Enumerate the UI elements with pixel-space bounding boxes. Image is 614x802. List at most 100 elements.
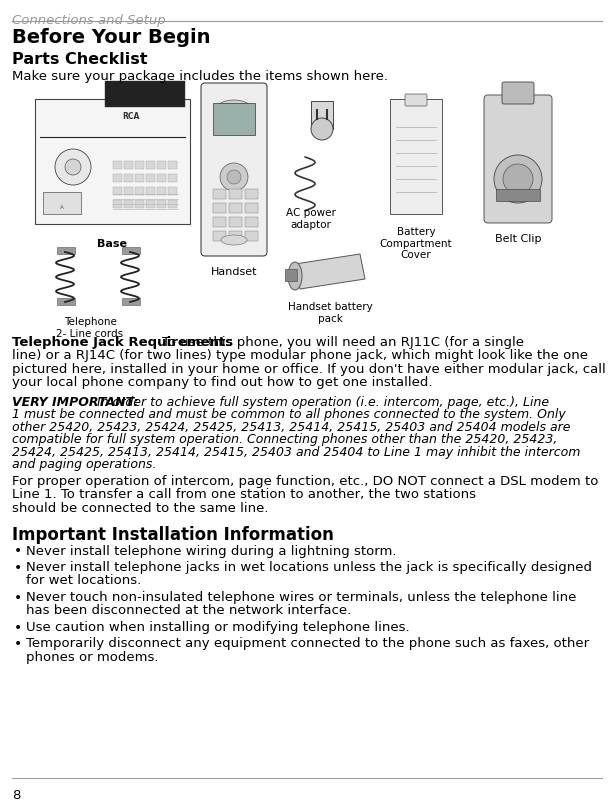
Text: should be connected to the same line.: should be connected to the same line. <box>12 501 268 514</box>
Bar <box>229 217 242 228</box>
Text: •: • <box>14 637 22 650</box>
Text: To use this phone, you will need an RJ11C (for a single: To use this phone, you will need an RJ11… <box>162 335 524 349</box>
Circle shape <box>494 156 542 204</box>
Ellipse shape <box>288 263 302 290</box>
Text: For proper operation of intercom, page function, etc., DO NOT connect a DSL mode: For proper operation of intercom, page f… <box>12 475 599 488</box>
Bar <box>122 248 140 255</box>
Bar <box>229 204 242 214</box>
Bar <box>122 298 140 306</box>
Text: Make sure your package includes the items shown here.: Make sure your package includes the item… <box>12 70 388 83</box>
Bar <box>245 204 258 214</box>
Circle shape <box>503 164 533 195</box>
Bar <box>168 162 177 170</box>
Text: 8: 8 <box>12 788 20 801</box>
Text: line) or a RJ14C (for two lines) type modular phone jack, which might look like : line) or a RJ14C (for two lines) type mo… <box>12 349 588 362</box>
Bar <box>213 204 226 214</box>
Bar <box>135 175 144 183</box>
Circle shape <box>65 160 81 176</box>
Bar <box>135 162 144 170</box>
Bar <box>57 248 75 255</box>
Ellipse shape <box>218 101 250 115</box>
Text: Never install telephone jacks in wet locations unless the jack is specifically d: Never install telephone jacks in wet loc… <box>26 561 592 573</box>
Bar <box>35 100 190 225</box>
Bar <box>245 190 258 200</box>
Bar <box>168 188 177 196</box>
Text: Before Your Begin: Before Your Begin <box>12 28 211 47</box>
Polygon shape <box>295 255 365 290</box>
Bar <box>285 269 297 282</box>
Text: 25424, 25425, 25413, 25414, 25415, 25403 and 25404 to Line 1 may inhibit the int: 25424, 25425, 25413, 25414, 25415, 25403… <box>12 445 580 459</box>
Bar <box>213 232 226 241</box>
Text: •: • <box>14 561 22 574</box>
Bar <box>213 104 255 136</box>
Bar <box>124 162 133 170</box>
Bar <box>157 188 166 196</box>
Bar <box>229 190 242 200</box>
Bar <box>113 162 122 170</box>
Text: VERY IMPORTANT:: VERY IMPORTANT: <box>12 395 139 408</box>
Text: Handset battery
pack: Handset battery pack <box>287 302 372 323</box>
Text: RCA: RCA <box>122 111 140 121</box>
Text: Telephone
2- Line cords: Telephone 2- Line cords <box>56 317 123 338</box>
Circle shape <box>227 171 241 184</box>
Text: for wet locations.: for wet locations. <box>26 573 141 587</box>
Text: Telephone Jack Requirements: Telephone Jack Requirements <box>12 335 233 349</box>
Bar <box>105 82 185 107</box>
Bar <box>311 102 333 130</box>
Bar <box>43 192 81 215</box>
Bar <box>113 188 122 196</box>
Text: Use caution when installing or modifying telephone lines.: Use caution when installing or modifying… <box>26 620 410 634</box>
Text: •: • <box>14 544 22 558</box>
FancyBboxPatch shape <box>502 83 534 105</box>
Text: your local phone company to find out how to get one installed.: your local phone company to find out how… <box>12 376 432 389</box>
Text: pictured here, installed in your home or office. If you don't have either modula: pictured here, installed in your home or… <box>12 363 606 375</box>
Bar <box>496 190 540 202</box>
Bar <box>168 175 177 183</box>
Bar <box>113 175 122 183</box>
Text: •: • <box>14 620 22 634</box>
Bar <box>157 162 166 170</box>
FancyBboxPatch shape <box>405 95 427 107</box>
Bar <box>124 200 133 209</box>
Circle shape <box>55 150 91 186</box>
Bar <box>157 175 166 183</box>
Bar <box>146 175 155 183</box>
Text: Never install telephone wiring during a lightning storm.: Never install telephone wiring during a … <box>26 544 397 557</box>
Bar <box>135 200 144 209</box>
Bar <box>146 162 155 170</box>
FancyBboxPatch shape <box>484 96 552 224</box>
Bar <box>57 298 75 306</box>
Bar <box>135 188 144 196</box>
Circle shape <box>220 164 248 192</box>
FancyBboxPatch shape <box>201 84 267 257</box>
Text: Battery
Compartment
Cover: Battery Compartment Cover <box>379 227 453 260</box>
Bar <box>245 217 258 228</box>
Text: and paging operations.: and paging operations. <box>12 458 157 471</box>
Text: Line 1. To transfer a call from one station to another, the two stations: Line 1. To transfer a call from one stat… <box>12 488 476 501</box>
Bar <box>390 100 442 215</box>
Text: phones or modems.: phones or modems. <box>26 650 158 663</box>
Text: Important Installation Information: Important Installation Information <box>12 525 334 543</box>
Text: Parts Checklist: Parts Checklist <box>12 52 147 67</box>
Ellipse shape <box>311 119 333 141</box>
Bar <box>124 188 133 196</box>
Text: Base: Base <box>98 239 128 249</box>
Text: •: • <box>14 590 22 604</box>
Text: other 25420, 25423, 25424, 25425, 25413, 25414, 25415, 25403 and 25404 models ar: other 25420, 25423, 25424, 25425, 25413,… <box>12 420 570 433</box>
Text: compatible for full system operation. Connecting phones other than the 25420, 25: compatible for full system operation. Co… <box>12 433 558 446</box>
Bar <box>113 200 122 209</box>
Text: Never touch non-insulated telephone wires or terminals, unless the telephone lin: Never touch non-insulated telephone wire… <box>26 590 577 603</box>
Text: Handset: Handset <box>211 267 257 277</box>
Bar <box>229 232 242 241</box>
Text: Connections and Setup: Connections and Setup <box>12 14 166 27</box>
Text: AC power
adaptor: AC power adaptor <box>286 208 336 229</box>
Text: 1 must be connected and must be common to all phones connected to the system. On: 1 must be connected and must be common t… <box>12 408 565 421</box>
Bar <box>213 190 226 200</box>
Text: Belt Clip: Belt Clip <box>495 233 542 244</box>
Text: In order to achieve full system operation (i.e. intercom, page, etc.), Line: In order to achieve full system operatio… <box>93 395 549 408</box>
Text: has been disconnected at the network interface.: has been disconnected at the network int… <box>26 604 351 617</box>
Text: A: A <box>60 205 64 210</box>
Bar <box>245 232 258 241</box>
Text: Temporarily disconnect any equipment connected to the phone such as faxes, other: Temporarily disconnect any equipment con… <box>26 637 589 650</box>
Bar <box>157 200 166 209</box>
